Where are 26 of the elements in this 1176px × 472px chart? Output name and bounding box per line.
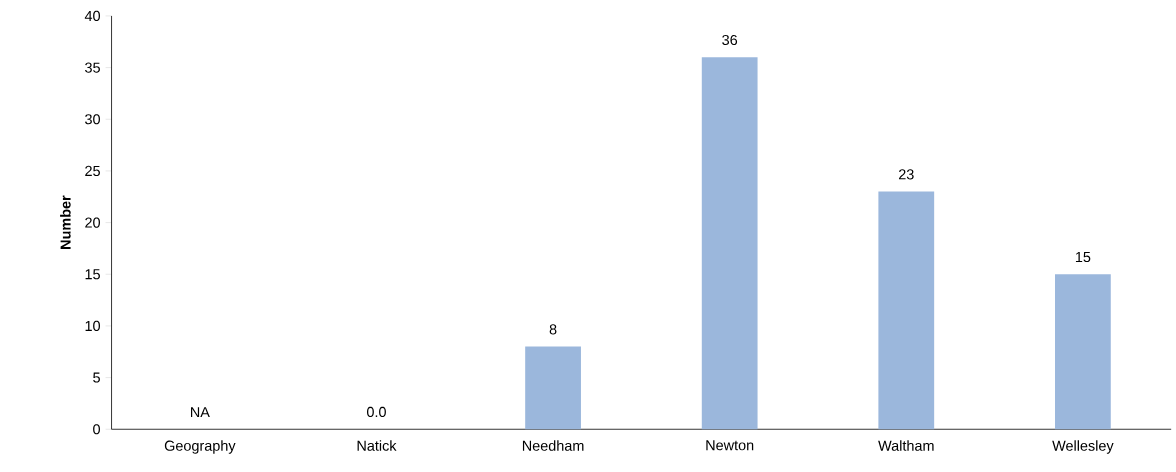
y-tick-label: 30 [85,114,100,125]
x-tick-label: Geography [164,440,236,454]
bar [525,346,581,430]
data-label: 15 [1075,252,1091,263]
data-label: 23 [898,169,914,180]
y-axis-title: Number [60,195,71,249]
text: NA [191,407,210,418]
y-tick-label: 5 [93,372,100,383]
x-tick-label: Waltham [878,440,934,451]
data-label: 0.0 [366,406,386,418]
bar [701,57,758,430]
y-tick-label: 15 [85,269,100,280]
data-label: 8 [549,324,557,335]
x-tick-label: Natick [357,440,397,451]
y-tick-label: 40 [84,10,100,22]
y-tick-label: 25 [85,165,100,177]
x-tick-label: Needham [522,440,584,451]
bar [878,191,935,430]
x-tick-label: Newton [706,440,754,451]
y-tick-label: 10 [85,320,100,331]
x-tick-label: Wellesley [1052,440,1114,454]
y-tick-label: 0 [93,424,100,435]
bar [1055,274,1111,430]
y-tick-label: 35 [85,62,100,73]
y-tick-label: 20 [85,217,100,228]
data-label: 36 [722,34,738,46]
